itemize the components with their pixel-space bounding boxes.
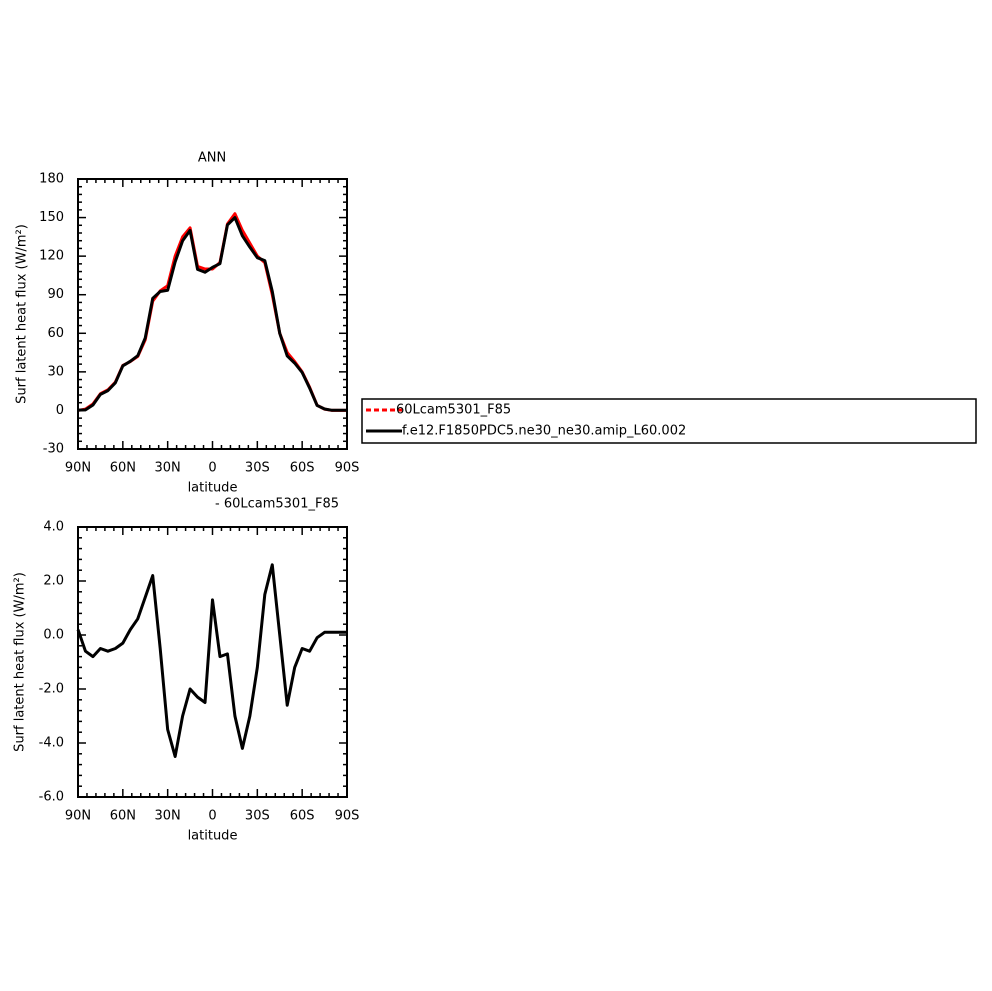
x-tick-label: 60S <box>290 461 315 476</box>
x-tick-label: 0 <box>208 809 216 824</box>
data-line <box>76 563 347 758</box>
x-tick-label: 60N <box>110 809 136 824</box>
x-tick-label: 30S <box>245 809 270 824</box>
y-tick-label: -2.0 <box>39 682 64 697</box>
plot-frame <box>77 178 348 450</box>
x-tick-label: 90S <box>335 461 360 476</box>
y-tick-label: 0.0 <box>43 628 64 643</box>
x-tick-label: 30N <box>155 461 181 476</box>
y-tick-label: 0 <box>56 403 64 418</box>
x-tick-label: 60N <box>110 461 136 476</box>
x-tick-label: 60S <box>290 809 315 824</box>
y-axis-label: Surf latent heat flux (W/m²) <box>13 572 28 752</box>
chart-title: - 60Lcam5301_F85 <box>215 497 339 512</box>
y-tick-label: 60 <box>47 326 64 341</box>
x-tick-label: 30N <box>155 809 181 824</box>
y-tick-label: 180 <box>39 172 64 187</box>
y-tick-label: 150 <box>39 210 64 225</box>
x-tick-label: 0 <box>208 461 216 476</box>
legend-box <box>361 398 977 444</box>
y-tick-label: -30 <box>43 442 64 457</box>
x-axis-label: latitude <box>188 829 238 844</box>
x-tick-label: 30S <box>245 461 270 476</box>
x-axis-label: latitude <box>188 481 238 496</box>
y-tick-label: 120 <box>39 249 64 264</box>
chart-title: ANN <box>198 151 226 166</box>
legend-label: 60Lcam5301_F85 <box>396 403 511 418</box>
y-tick-label: 2.0 <box>43 574 64 589</box>
y-tick-label: -4.0 <box>39 736 64 751</box>
x-tick-label: 90S <box>335 809 360 824</box>
y-tick-label: 90 <box>47 287 64 302</box>
plot-frame <box>77 526 348 798</box>
y-tick-label: 30 <box>47 364 64 379</box>
x-tick-label: 90N <box>65 461 91 476</box>
x-tick-label: 90N <box>65 809 91 824</box>
legend-label: f.e12.F1850PDC5.ne30_ne30.amip_L60.002 <box>402 424 686 439</box>
data-line <box>77 216 347 412</box>
y-tick-label: 4.0 <box>43 520 64 535</box>
y-tick-label: -6.0 <box>39 790 64 805</box>
y-axis-label: Surf latent heat flux (W/m²) <box>15 224 30 404</box>
